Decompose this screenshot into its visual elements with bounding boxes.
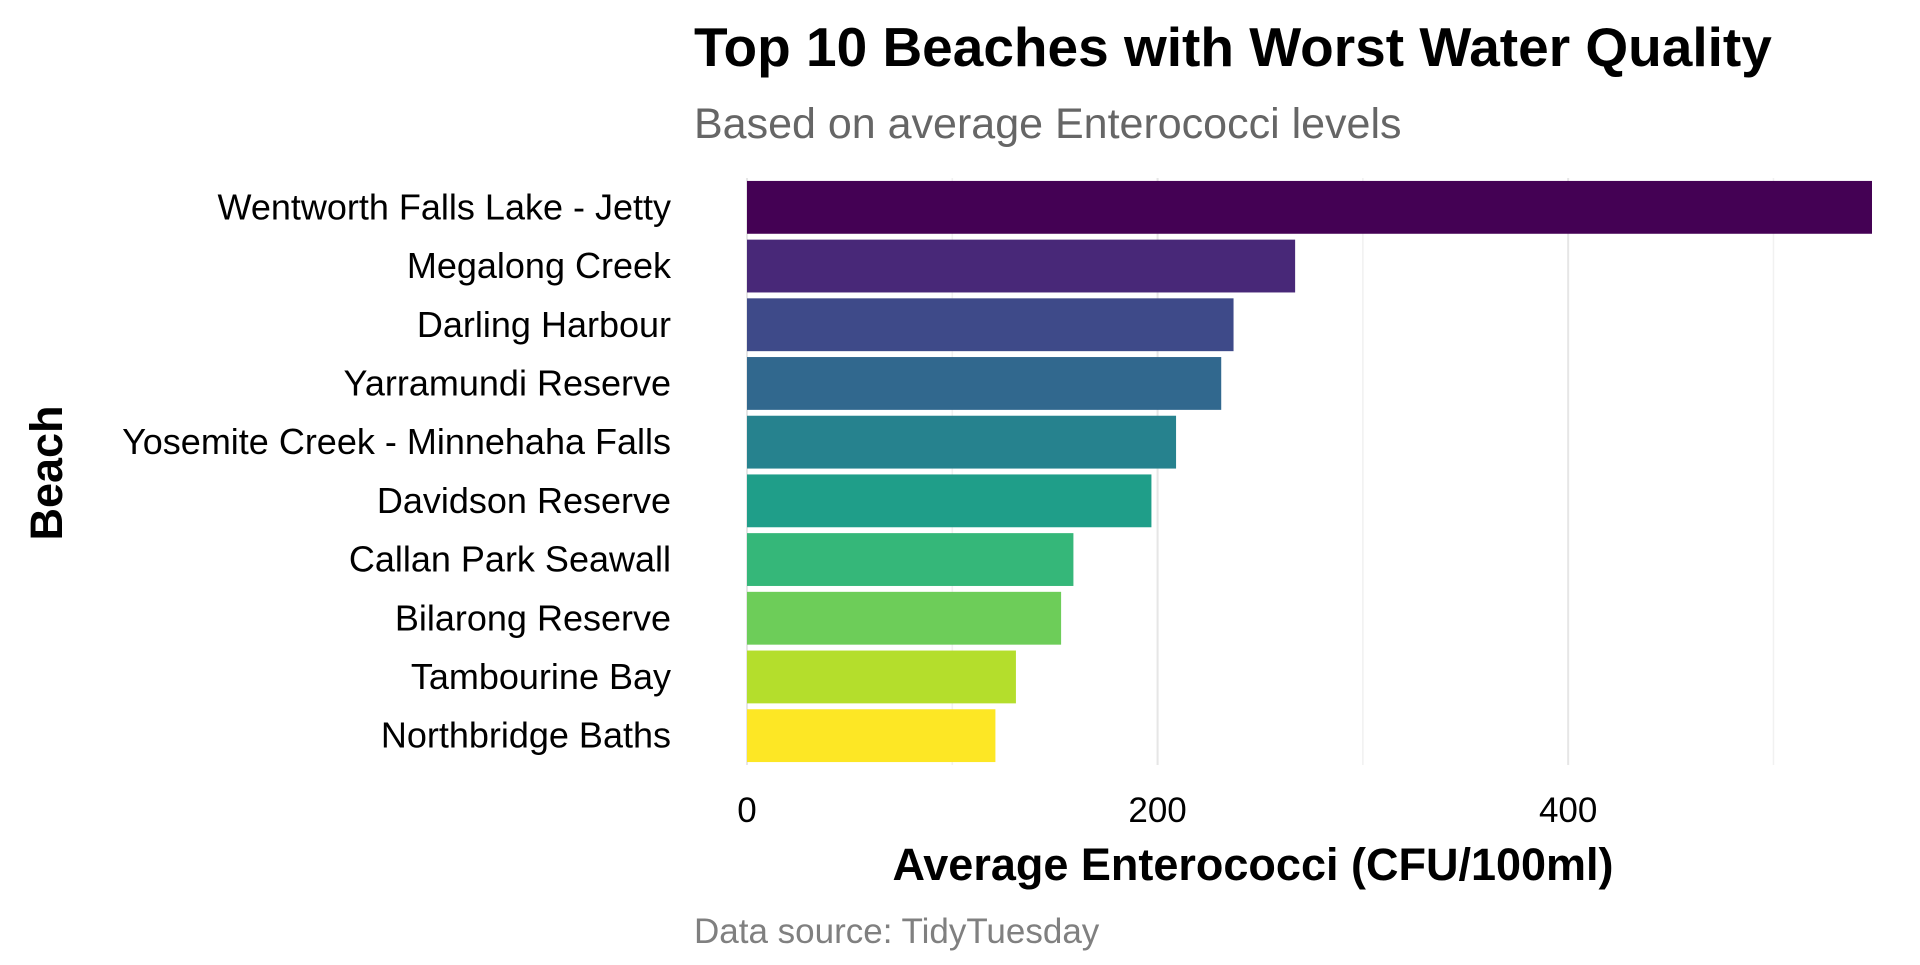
bar: [747, 650, 1016, 704]
y-category-label: Darling Harbour: [417, 304, 671, 345]
bar: [747, 474, 1152, 528]
bars: [747, 180, 1872, 763]
y-category-label: Yarramundi Reserve: [344, 362, 671, 403]
y-category-label: Tambourine Bay: [411, 656, 671, 697]
bar: [747, 298, 1234, 352]
bar: [747, 591, 1062, 645]
bar: [747, 709, 996, 763]
bar: [747, 180, 1872, 234]
y-category-label: Megalong Creek: [407, 245, 672, 286]
y-category-label: Callan Park Seawall: [349, 539, 671, 580]
bar: [747, 533, 1074, 586]
x-tick-label: 0: [737, 791, 756, 830]
x-tick-labels: 0 200 400: [737, 791, 1597, 830]
bar: [747, 415, 1177, 469]
chart-title: Top 10 Beaches with Worst Water Quality: [694, 16, 1772, 78]
y-axis-title: Beach: [21, 405, 72, 540]
y-category-label: Yosemite Creek - Minnehaha Falls: [122, 421, 671, 462]
x-axis-title: Average Enterococci (CFU/100ml): [892, 839, 1613, 890]
y-category-label: Wentworth Falls Lake - Jetty: [218, 186, 672, 227]
y-category-label: Davidson Reserve: [377, 480, 671, 521]
x-tick-label: 400: [1539, 791, 1597, 830]
bar: [747, 357, 1222, 410]
chart-caption: Data source: TidyTuesday: [694, 912, 1100, 951]
chart-subtitle: Based on average Enterococci levels: [694, 100, 1402, 148]
bar: [747, 239, 1296, 293]
x-tick-label: 200: [1128, 791, 1186, 830]
y-category-label: Northbridge Baths: [381, 715, 671, 756]
category-labels: Wentworth Falls Lake - Jetty Megalong Cre…: [122, 186, 672, 755]
y-category-label: Bilarong Reserve: [395, 597, 671, 638]
